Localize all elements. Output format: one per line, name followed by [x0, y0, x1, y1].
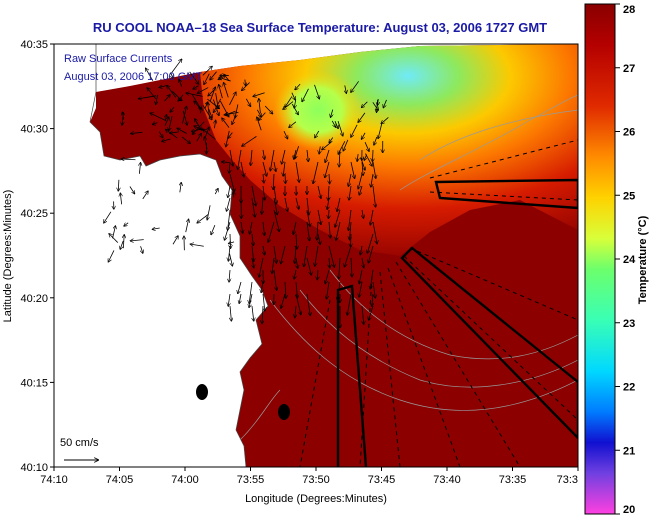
- y-tick-label: 40:35: [20, 39, 48, 51]
- x-tick-label: 74:10: [40, 474, 68, 486]
- station-marker: [196, 384, 208, 400]
- y-tick-label: 40:10: [20, 462, 48, 474]
- x-tick-label: 73:55: [237, 474, 265, 486]
- colorbar-ticks: 28 27 26 25 24 23 22 21 20: [615, 4, 636, 516]
- colorbar-label: Temperature (°C): [637, 215, 649, 304]
- x-axis-label: Longitude (Degrees:Minutes): [245, 493, 387, 505]
- x-tick-label: 73:35: [499, 474, 527, 486]
- x-tick-label: 73:40: [433, 474, 461, 486]
- x-tick-label: 73:3: [557, 474, 578, 486]
- current-vector: [328, 210, 329, 218]
- map-title: RU COOL NOAA–18 Sea Surface Temperature:…: [93, 20, 547, 35]
- colorbar-tick-label: 23: [623, 318, 635, 330]
- colorbar-tick-label: 21: [623, 445, 635, 457]
- colorbar-tick-label: 27: [623, 63, 635, 75]
- x-axis: 74:10 74:05 74:00 73:55 73:50 73:45 73:40 73:35…: [40, 467, 578, 486]
- map-plot-area: Raw Surface Currents August 03, 2006 17:…: [54, 44, 578, 467]
- colorbar: [585, 4, 615, 514]
- x-tick-label: 73:50: [302, 474, 330, 486]
- y-tick-label: 40:25: [20, 208, 48, 220]
- currents-label: Raw Surface Currents: [64, 53, 173, 65]
- colorbar-tick-label: 26: [623, 127, 635, 139]
- station-marker: [278, 404, 290, 420]
- y-tick-label: 40:15: [20, 377, 48, 389]
- y-axis: 40:35 40:30 40:25 40:20 40:15 40:10: [20, 39, 54, 474]
- colorbar-tick-label: 24: [623, 254, 636, 266]
- colorbar-tick-label: 28: [623, 4, 635, 16]
- colorbar-tick-label: 22: [623, 382, 635, 394]
- vector-scale-label: 50 cm/s: [60, 437, 99, 449]
- y-tick-label: 40:20: [20, 293, 48, 305]
- x-tick-label: 73:45: [368, 474, 396, 486]
- y-axis-label: Latitude (Degrees:Minutes): [2, 190, 14, 323]
- y-tick-label: 40:30: [20, 124, 48, 136]
- colorbar-tick-label: 25: [623, 190, 635, 202]
- x-tick-label: 74:05: [106, 474, 134, 486]
- currents-time: August 03, 2006 17:00 GMT: [64, 71, 202, 83]
- colorbar-tick-label: 20: [623, 504, 635, 516]
- x-tick-label: 74:00: [171, 474, 199, 486]
